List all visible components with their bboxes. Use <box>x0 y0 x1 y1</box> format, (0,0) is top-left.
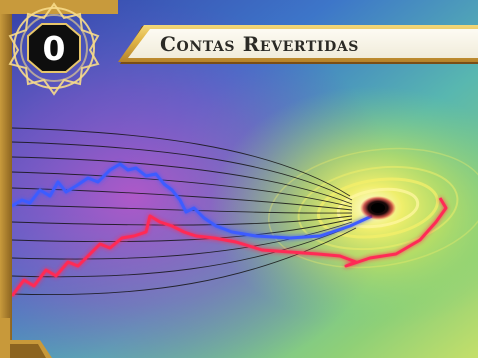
art-red-trend-line <box>10 197 448 297</box>
frame-left-edge <box>0 0 12 358</box>
card-title: Contas Revertidas <box>160 32 359 56</box>
octagon-cost-badge-icon <box>27 23 81 73</box>
art-blue-trend-line <box>11 162 373 240</box>
gold-filigree-icon <box>0 0 118 96</box>
title-plate <box>128 29 478 58</box>
card-cost: 0 <box>42 29 66 68</box>
art-black-hole-core <box>371 203 385 213</box>
frame-corner-ornament <box>0 318 52 358</box>
art-chart-gridlines <box>11 127 357 296</box>
